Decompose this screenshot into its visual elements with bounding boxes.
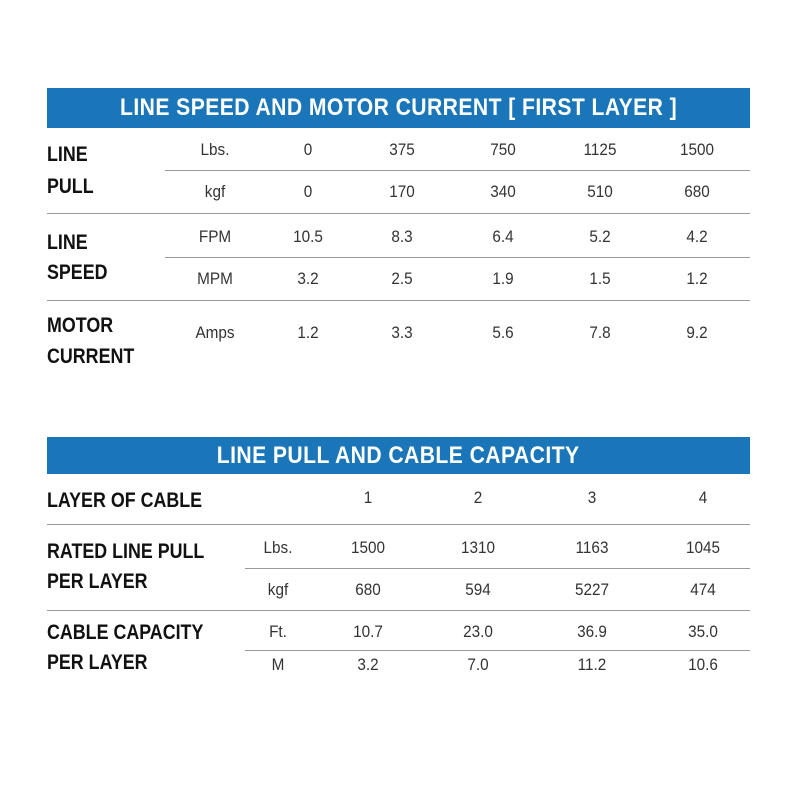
table-cell: 9.2 (686, 323, 708, 342)
unit-label: Lbs. (200, 140, 230, 159)
group-label: LINE (47, 143, 88, 166)
table-cell: 0 (303, 140, 313, 159)
layer-number: 2 (473, 488, 483, 507)
layer-of-cable-label: LAYER OF CABLE (47, 489, 203, 512)
table-cell: 7.8 (589, 323, 611, 342)
row-divider (47, 213, 750, 214)
group-label: PULL (47, 175, 94, 198)
table2-header: LINE PULL AND CABLE CAPACITY (47, 437, 750, 474)
row-divider (245, 568, 750, 569)
table-cell: 5.2 (589, 227, 611, 246)
unit-label: M (271, 655, 285, 674)
table-cell: 0 (303, 182, 313, 201)
unit-label: Amps (195, 323, 235, 342)
table-cell: 1.2 (686, 269, 708, 288)
layer-number: 1 (363, 488, 373, 507)
group-label: MOTOR (47, 314, 114, 337)
unit-label: kgf (204, 182, 226, 201)
table-cell: 11.2 (577, 655, 607, 674)
table-cell: 6.4 (492, 227, 514, 246)
unit-label: Ft. (269, 622, 287, 641)
table-cell: 750 (490, 140, 516, 159)
table-cell: 1500 (679, 140, 715, 159)
table-cell: 35.0 (688, 622, 718, 641)
table-cell: 680 (684, 182, 710, 201)
table-cell: 10.7 (353, 622, 383, 641)
row-divider (245, 650, 750, 651)
table-cell: 10.5 (293, 227, 323, 246)
table-cell: 3.3 (391, 323, 413, 342)
layer-number: 3 (587, 488, 597, 507)
row-divider (165, 170, 750, 171)
group-label: PER LAYER (47, 651, 148, 674)
table-cell: 680 (355, 580, 381, 599)
table-cell: 1163 (575, 538, 609, 557)
banner-title: LINE PULL AND CABLE CAPACITY (217, 442, 580, 469)
group-label: PER LAYER (47, 570, 148, 593)
table-cell: 7.0 (467, 655, 489, 674)
table-cell: 8.3 (391, 227, 413, 246)
table-cell: 170 (389, 182, 415, 201)
table-cell: 1.9 (492, 269, 514, 288)
table-cell: 3.2 (357, 655, 379, 674)
row-divider (47, 300, 750, 301)
row-divider (165, 257, 750, 258)
layer-number: 4 (698, 488, 708, 507)
table-cell: 10.6 (688, 655, 718, 674)
table-cell: 1.2 (297, 323, 319, 342)
table-cell: 1500 (350, 538, 386, 557)
group-label: CABLE CAPACITY (47, 621, 204, 644)
table-cell: 1310 (460, 538, 496, 557)
unit-label: FPM (198, 227, 232, 246)
table-cell: 4.2 (686, 227, 708, 246)
table-cell: 3.2 (297, 269, 319, 288)
table-cell: 1125 (583, 140, 617, 159)
group-label: SPEED (47, 261, 108, 284)
table-cell: 23.0 (463, 622, 493, 641)
table-cell: 594 (465, 580, 491, 599)
unit-label: Lbs. (263, 538, 293, 557)
unit-label: MPM (197, 269, 233, 288)
table-cell: 340 (490, 182, 516, 201)
table-cell: 36.9 (577, 622, 607, 641)
banner-title: LINE SPEED AND MOTOR CURRENT [ FIRST LAY… (119, 94, 678, 121)
table-cell: 1.5 (589, 269, 611, 288)
table-cell: 2.5 (391, 269, 413, 288)
row-divider (47, 524, 750, 525)
table-cell: 474 (690, 580, 716, 599)
table1-header: LINE SPEED AND MOTOR CURRENT [ FIRST LAY… (47, 88, 750, 128)
table-cell: 510 (587, 182, 613, 201)
unit-label: kgf (267, 580, 289, 599)
row-divider (47, 610, 750, 611)
table-cell: 375 (389, 140, 415, 159)
table-cell: 1045 (685, 538, 721, 557)
group-label: RATED LINE PULL (47, 540, 205, 563)
group-label: LINE (47, 231, 88, 254)
table-cell: 5.6 (492, 323, 514, 342)
group-label: CURRENT (47, 345, 135, 368)
table-cell: 5227 (574, 580, 610, 599)
